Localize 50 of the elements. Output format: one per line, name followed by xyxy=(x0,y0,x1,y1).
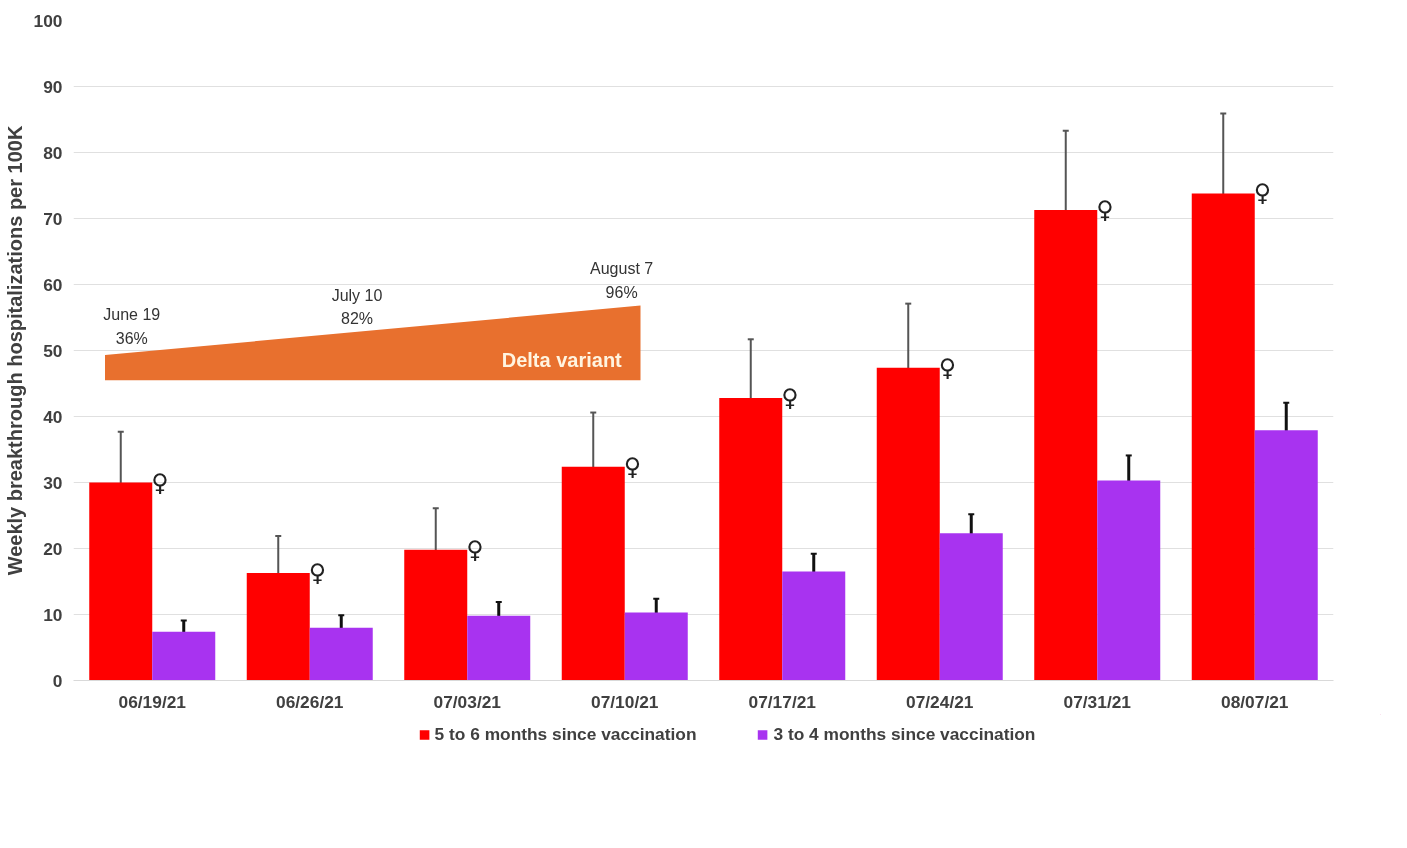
y-tick-label: 90 xyxy=(43,76,63,97)
y-tick-label: 30 xyxy=(43,472,63,493)
bar xyxy=(1034,209,1098,681)
annotation: Delta variant xyxy=(501,349,623,372)
y-tick-label: 20 xyxy=(43,538,63,559)
y-tick-label: 70 xyxy=(43,208,63,229)
annotation: ♀ xyxy=(151,468,169,497)
bar xyxy=(89,482,153,681)
y-tick-label: 50 xyxy=(43,340,63,361)
bar xyxy=(1191,193,1255,681)
bar xyxy=(876,367,940,681)
bar xyxy=(246,572,310,681)
y-tick-label: 80 xyxy=(43,142,63,163)
bar xyxy=(1254,430,1318,681)
y-tick-label: 100 xyxy=(33,10,63,31)
x-tick-label: 06/26/21 xyxy=(276,691,344,712)
legend-label: 5 to 6 months since vaccination xyxy=(434,723,697,745)
annotation: ♀ xyxy=(308,558,327,587)
x-tick-label: 07/24/21 xyxy=(906,691,974,712)
bar xyxy=(1097,480,1161,681)
bar xyxy=(309,627,373,681)
bar xyxy=(782,571,846,681)
x-tick-label: 07/10/21 xyxy=(591,691,659,712)
y-tick-label: 0 xyxy=(52,670,63,691)
y-axis-title: Weekly breakthrough hospitalizations per 100K xyxy=(3,125,26,576)
annotation: June 19 36% xyxy=(103,306,161,348)
annotation: ♀ xyxy=(1253,179,1272,208)
bar xyxy=(719,398,783,681)
x-tick-label: 06/19/21 xyxy=(118,691,187,712)
legend-label: 3 to 4 months since vaccination xyxy=(773,723,1036,745)
annotation: July 10 82% xyxy=(331,286,383,328)
x-tick-label: 07/17/21 xyxy=(748,691,817,712)
x-tick-label: 08/07/21 xyxy=(1221,691,1289,712)
annotation: ♀ xyxy=(466,535,484,564)
bar xyxy=(152,631,216,681)
annotation: August 7 96% xyxy=(590,260,654,301)
x-tick-label: 07/03/21 xyxy=(433,691,502,712)
y-tick-label: 10 xyxy=(43,604,63,625)
bar xyxy=(404,549,468,681)
bar xyxy=(939,533,1003,681)
annotation: ♀ xyxy=(623,452,642,481)
x-tick-label: 07/31/21 xyxy=(1063,691,1132,712)
annotation: ♀ xyxy=(938,353,957,382)
bar xyxy=(467,615,531,681)
bar xyxy=(624,612,688,681)
annotation: ♀ xyxy=(1096,195,1114,224)
annotation: ♀ xyxy=(781,384,799,413)
bar xyxy=(561,466,625,681)
y-tick-label: 40 xyxy=(43,406,63,427)
y-tick-label: 60 xyxy=(43,274,63,295)
